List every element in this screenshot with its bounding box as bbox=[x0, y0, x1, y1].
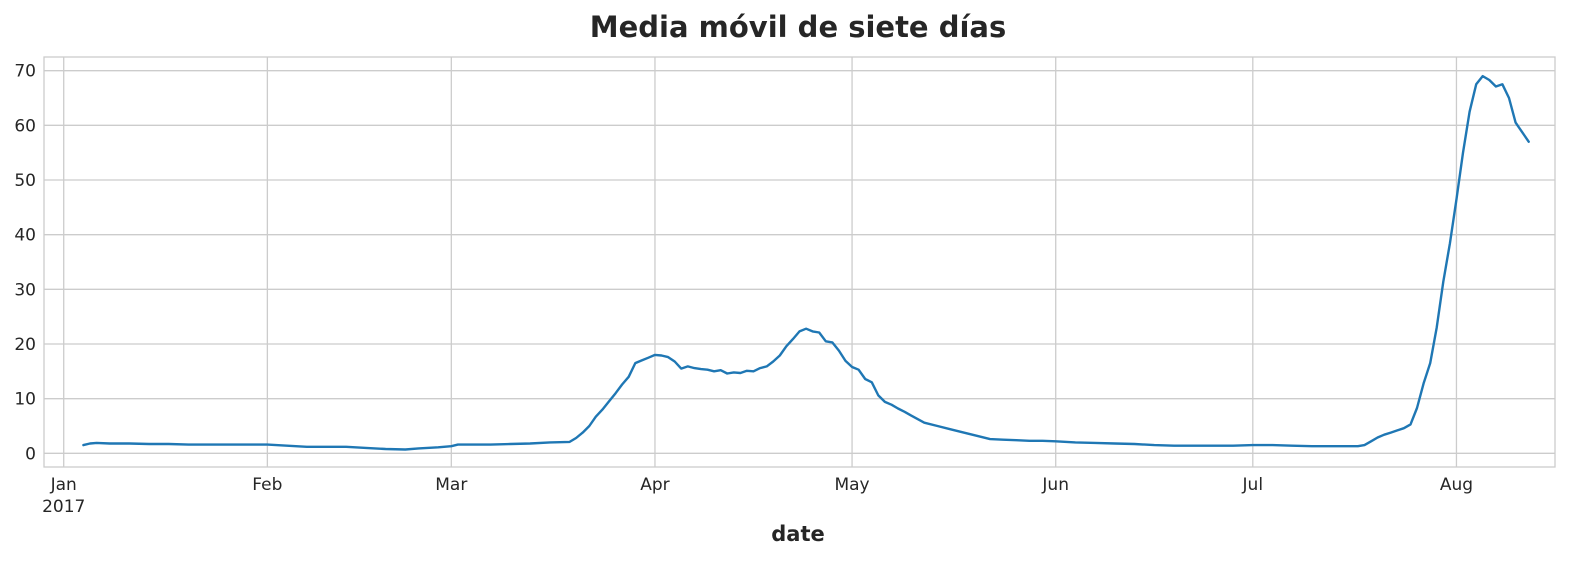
y-tick-label: 60 bbox=[14, 116, 36, 136]
x-tick-label: Aug bbox=[1440, 475, 1473, 495]
plot-frame bbox=[43, 56, 1556, 468]
y-tick-label: 10 bbox=[14, 390, 36, 410]
x-tick-label: Feb bbox=[252, 475, 282, 495]
series-layer bbox=[82, 74, 1530, 451]
y-tick-label: 50 bbox=[14, 171, 36, 191]
x-tick-label: Mar bbox=[435, 475, 467, 495]
x-tick-label: Apr bbox=[640, 475, 669, 495]
x-tick-label: May bbox=[834, 475, 869, 495]
y-tick-label: 70 bbox=[14, 62, 36, 82]
y-tick-label: 20 bbox=[14, 335, 36, 355]
chart-title: Media móvil de siete días bbox=[590, 10, 1006, 44]
x-tick-sublabel: 2017 bbox=[42, 497, 85, 517]
y-tick-label: 0 bbox=[25, 444, 36, 464]
y-tick-label: 40 bbox=[14, 226, 36, 246]
y-axis-ticks: 0 10 20 30 40 50 60 70 bbox=[14, 62, 36, 465]
grid-lines bbox=[44, 57, 1555, 467]
series-line bbox=[82, 74, 1530, 451]
y-tick-label: 30 bbox=[14, 280, 36, 300]
x-tick-label: Jul bbox=[1242, 475, 1264, 495]
x-tick-label: Jan bbox=[50, 475, 77, 495]
x-axis-label: date bbox=[771, 522, 824, 546]
x-tick-label: Jun bbox=[1041, 475, 1069, 495]
